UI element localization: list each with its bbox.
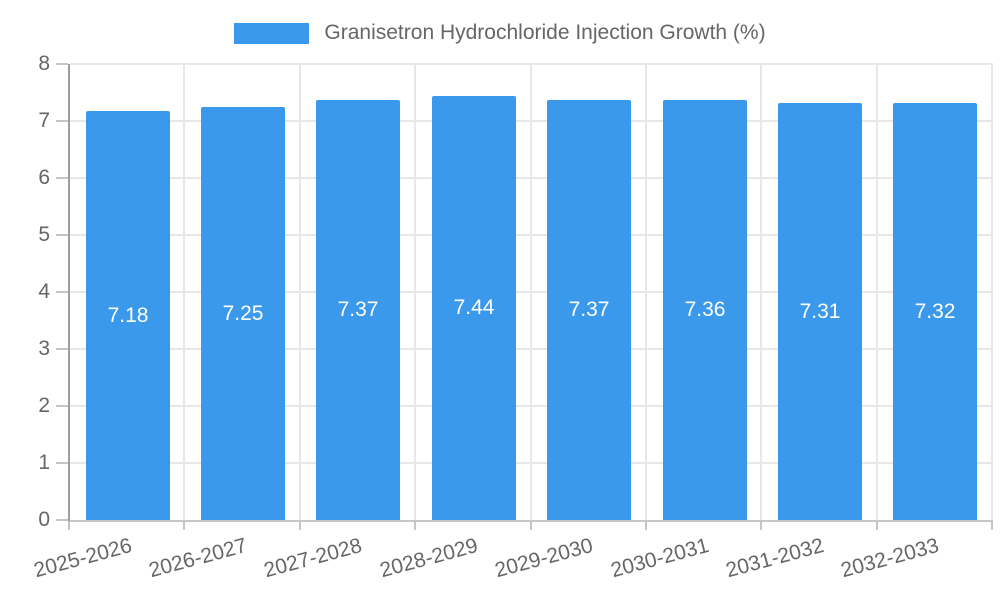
x-axis-tick: [299, 522, 301, 530]
x-axis-tick: [183, 522, 185, 530]
v-gridline: [183, 64, 185, 520]
y-axis-tick-label: 6: [38, 166, 50, 189]
y-axis-tick-label: 4: [38, 280, 50, 303]
bar[interactable]: 7.25: [201, 107, 285, 520]
bar[interactable]: 7.36: [663, 100, 747, 520]
v-gridline: [645, 64, 647, 520]
bar-value-label: 7.36: [684, 298, 726, 321]
x-axis-label: 2025-2026: [30, 534, 134, 583]
v-gridline: [530, 64, 532, 520]
y-axis-tick-label: 8: [38, 52, 50, 75]
bar[interactable]: 7.18: [86, 111, 170, 520]
y-axis-tick-label: 2: [38, 394, 50, 417]
bar[interactable]: 7.44: [432, 96, 516, 520]
y-axis-tick-label: 5: [38, 223, 50, 246]
plot-area: 7.18 7.25 7.37 7.44 7.37 7.36 7.31 7.32: [56, 63, 993, 530]
y-axis-tick: [56, 177, 68, 179]
x-axis-tick: [414, 522, 416, 530]
x-axis-label: 2026-2027: [145, 534, 249, 583]
x-axis-tick: [991, 522, 993, 530]
bar-value-label: 7.31: [799, 299, 841, 323]
bar[interactable]: 7.37: [547, 100, 631, 520]
x-axis-tick: [645, 522, 647, 530]
y-axis-tick: [56, 519, 68, 521]
x-axis-tick: [760, 522, 762, 530]
y-axis-tick: [56, 291, 68, 293]
y-axis-tick-label: 0: [38, 508, 50, 531]
v-gridline: [760, 64, 762, 520]
x-axis-labels: 2025-2026 2026-2027 2027-2028 2028-2029 2029…: [31, 524, 993, 600]
bar-value-label: 7.25: [222, 301, 264, 325]
bar[interactable]: 7.32: [893, 103, 977, 520]
bar-value-label: 7.18: [107, 303, 149, 327]
x-axis-tick: [876, 522, 878, 530]
y-axis-labels: 0 1 2 3 4 5 6 7 8: [0, 52, 50, 531]
bar-value-label: 7.37: [337, 298, 379, 321]
y-axis-tick-label: 7: [38, 109, 50, 132]
x-axis-label: 2032-2033: [837, 534, 941, 583]
x-axis-tick: [68, 522, 70, 530]
bar-value-label: 7.37: [568, 298, 610, 321]
bar[interactable]: 7.37: [316, 100, 400, 520]
y-axis-tick: [56, 462, 68, 464]
y-axis-tick-label: 3: [38, 337, 50, 360]
y-axis-tick: [56, 234, 68, 236]
x-axis-label: 2028-2029: [376, 534, 480, 583]
legend-swatch[interactable]: [234, 22, 310, 44]
bar[interactable]: 7.31: [778, 103, 862, 520]
bar-value-label: 7.44: [453, 296, 495, 319]
bar-value-label: 7.32: [914, 299, 956, 323]
x-axis-label: 2031-2032: [722, 534, 826, 583]
legend: Granisetron Hydrochloride Injection Grow…: [0, 21, 1000, 45]
legend-label: Granisetron Hydrochloride Injection Grow…: [324, 21, 766, 44]
x-axis-label: 2030-2031: [607, 534, 711, 583]
y-axis-tick: [56, 63, 68, 65]
x-axis-label: 2027-2028: [260, 534, 364, 583]
v-gridline: [299, 64, 301, 520]
y-axis-tick: [56, 348, 68, 350]
y-axis-tick: [56, 120, 68, 122]
x-axis-tick: [530, 522, 532, 530]
v-gridline: [414, 64, 416, 520]
v-gridline: [991, 64, 993, 520]
x-axis-label: 2029-2030: [491, 534, 595, 583]
v-gridline: [876, 64, 878, 520]
y-axis-tick-label: 1: [38, 451, 50, 474]
y-axis-tick: [56, 405, 68, 407]
